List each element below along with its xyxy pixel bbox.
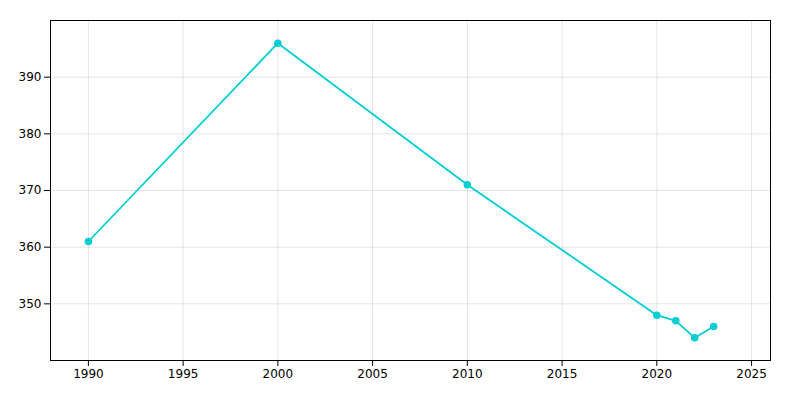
svg-text:2000: 2000 xyxy=(263,367,294,381)
svg-text:2020: 2020 xyxy=(642,367,673,381)
svg-text:370: 370 xyxy=(19,183,42,197)
svg-text:2025: 2025 xyxy=(736,367,767,381)
svg-text:380: 380 xyxy=(19,127,42,141)
svg-text:350: 350 xyxy=(19,297,42,311)
svg-text:1990: 1990 xyxy=(73,367,104,381)
svg-text:2015: 2015 xyxy=(547,367,578,381)
svg-text:390: 390 xyxy=(19,70,42,84)
svg-text:360: 360 xyxy=(19,240,42,254)
svg-text:2010: 2010 xyxy=(452,367,483,381)
svg-text:2005: 2005 xyxy=(357,367,388,381)
svg-text:1995: 1995 xyxy=(168,367,199,381)
